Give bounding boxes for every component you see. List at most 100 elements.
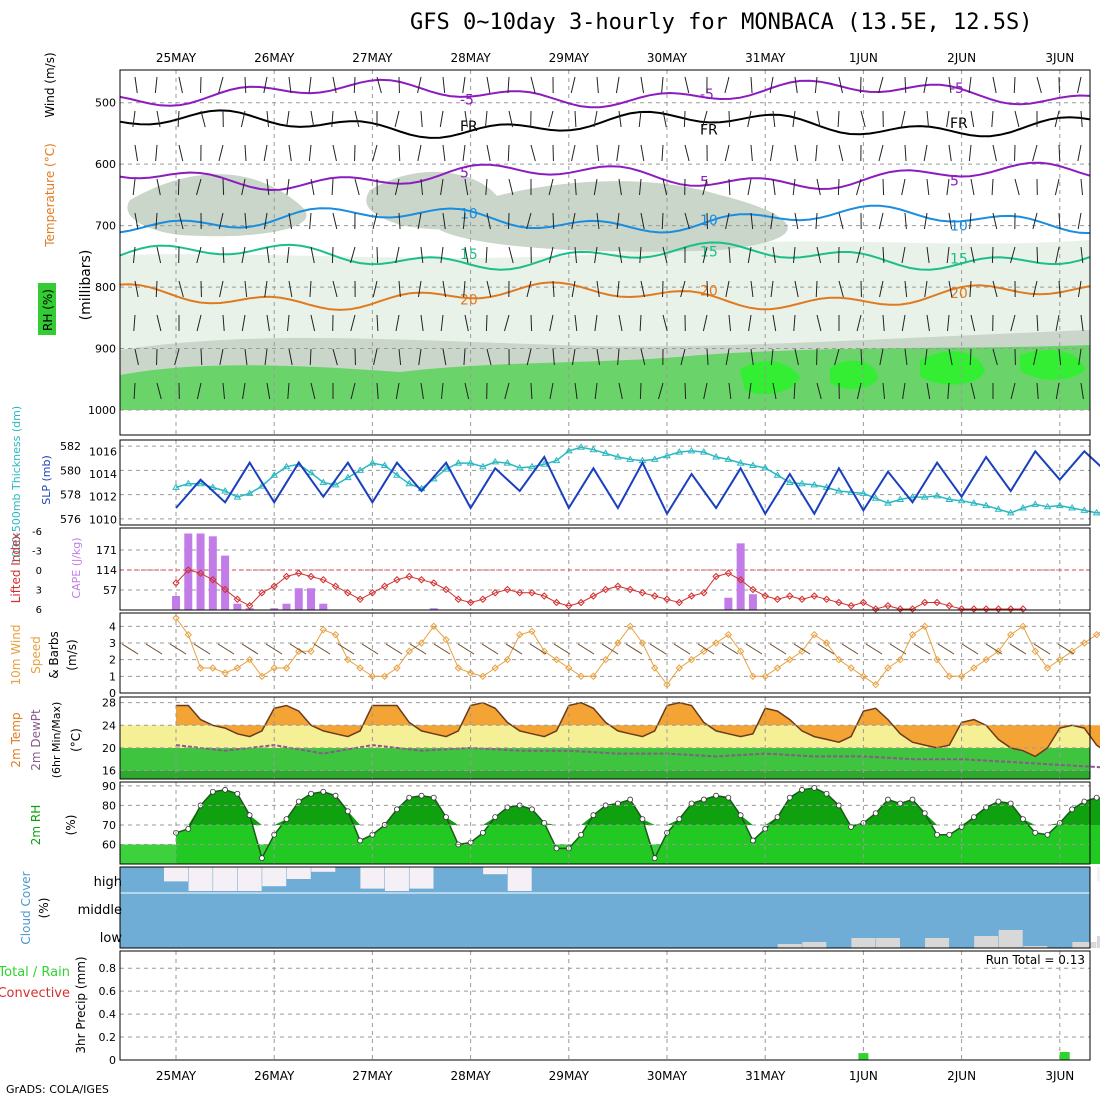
wind-barb (552, 280, 555, 298)
wind-barb (879, 348, 884, 366)
wind-barb (196, 246, 202, 264)
contour-label: 5 (700, 175, 709, 191)
wind-barb (969, 212, 972, 230)
data-point (307, 572, 315, 581)
data-point (393, 576, 401, 584)
wind-barb (706, 280, 709, 298)
wind-barb (947, 314, 950, 332)
wind-barb (816, 110, 821, 128)
data-point (478, 462, 487, 470)
wind-barb (834, 348, 840, 366)
y-axis-label-wind-3: & Barbs (47, 631, 61, 679)
wind-barb (134, 212, 139, 230)
data-point (1055, 501, 1064, 509)
data-point (222, 786, 229, 793)
wind-barb (615, 76, 620, 94)
wind-barb (684, 76, 690, 94)
wind-barb (618, 382, 623, 400)
wind-barb (900, 110, 906, 128)
wind-barb (1078, 348, 1082, 366)
data-point (185, 825, 192, 832)
wind-barb (882, 314, 885, 332)
wind-barb (985, 643, 1003, 655)
data-point (822, 595, 831, 603)
data-point (245, 655, 254, 664)
data-point (969, 499, 978, 506)
cape-bar (429, 608, 438, 610)
wind-barb (815, 280, 818, 298)
data-point (491, 457, 500, 465)
wind-barb (530, 382, 533, 400)
data-point (578, 831, 584, 838)
data-point (319, 478, 328, 485)
data-point (908, 493, 917, 500)
data-point (442, 585, 450, 594)
data-point (994, 647, 1003, 656)
y-tick-label: 28 (102, 697, 116, 710)
data-point (675, 664, 683, 672)
wind-barb (838, 144, 844, 162)
data-point (184, 566, 192, 574)
data-point (515, 463, 524, 471)
wind-barb (926, 314, 930, 332)
wind-barb (793, 246, 796, 264)
chart-title: GFS 0~10day 3-hourly for MONBACA (13.5E,… (410, 10, 1033, 35)
wind-barb (457, 643, 475, 655)
wind-barb (1014, 110, 1020, 128)
data-point (221, 669, 229, 677)
wind-barb (398, 212, 401, 230)
cloud-high-bar (237, 867, 262, 891)
data-point (1020, 816, 1026, 822)
wind-barb (1010, 382, 1016, 400)
data-point (209, 576, 217, 584)
data-point (552, 598, 561, 607)
wind-barb (219, 348, 224, 366)
data-point (884, 499, 892, 506)
wind-barb (310, 178, 315, 196)
wind-barb (504, 314, 510, 332)
wind-barb (486, 348, 492, 366)
wind-barb (441, 382, 444, 400)
wind-barb (725, 280, 730, 298)
wind-barb (596, 280, 600, 298)
wind-barb (376, 382, 379, 400)
wind-barb (218, 144, 224, 162)
wind-barb (156, 110, 161, 128)
data-point (675, 448, 684, 455)
data-point (687, 592, 696, 600)
data-point (786, 794, 793, 801)
data-point (650, 455, 659, 462)
wind-barb (398, 280, 401, 298)
y-axis-label-cape: CAPE (J/kg) (70, 537, 83, 598)
wind-barb (948, 212, 953, 230)
data-point (233, 664, 242, 672)
wind-barb (417, 212, 422, 230)
wind-barb (200, 348, 203, 366)
data-point (1081, 798, 1088, 805)
wind-barb (395, 314, 400, 332)
wind-barb (747, 110, 752, 128)
cape-bar (196, 533, 205, 610)
contour-label: 5 (460, 166, 469, 182)
wind-barb (992, 212, 998, 230)
data-point (417, 576, 426, 584)
data-point (933, 491, 941, 499)
contour-label: 15 (460, 247, 478, 263)
cape-bar (233, 603, 242, 610)
wind-barb (442, 144, 446, 162)
wind-barb (266, 178, 270, 196)
contour-label: 15 (950, 252, 968, 268)
data-point (209, 664, 217, 672)
y-tick-label: 0.4 (99, 1008, 117, 1021)
data-point (1080, 639, 1089, 647)
data-point (454, 459, 463, 466)
wind-barb (961, 643, 979, 655)
wind-barb (1077, 144, 1082, 162)
data-point (282, 664, 291, 672)
wind-barb (398, 144, 401, 162)
cape-bar (184, 533, 193, 610)
wind-barb (1058, 348, 1062, 366)
y-tick-label-slp: 1012 (89, 491, 117, 504)
x-tick-label-bottom: 28MAY (450, 1069, 491, 1083)
